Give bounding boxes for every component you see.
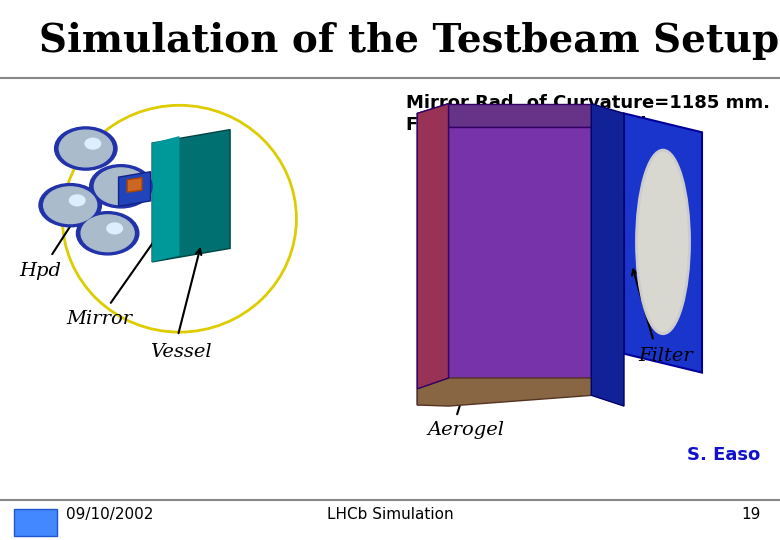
- Circle shape: [81, 215, 134, 252]
- Text: Vessel: Vessel: [150, 343, 211, 361]
- Circle shape: [44, 187, 97, 224]
- Text: Mirror: Mirror: [66, 310, 133, 328]
- Ellipse shape: [636, 150, 690, 334]
- Text: Mirror Rad. of Curvature=1185 mm.: Mirror Rad. of Curvature=1185 mm.: [406, 94, 770, 112]
- Circle shape: [55, 127, 117, 170]
- Circle shape: [59, 130, 112, 167]
- FancyBboxPatch shape: [14, 509, 57, 536]
- Polygon shape: [448, 104, 593, 127]
- Text: Simulation of the Testbeam Setup.: Simulation of the Testbeam Setup.: [39, 22, 780, 59]
- Text: 19: 19: [741, 507, 760, 522]
- Text: Filter: Filter: [638, 347, 693, 364]
- Circle shape: [85, 138, 101, 149]
- Polygon shape: [417, 104, 448, 405]
- Polygon shape: [448, 127, 593, 378]
- Circle shape: [107, 223, 122, 234]
- Circle shape: [39, 184, 101, 227]
- Circle shape: [94, 168, 147, 205]
- Text: Aerogel: Aerogel: [427, 421, 505, 439]
- Text: S. Easo: S. Easo: [687, 446, 760, 463]
- Polygon shape: [624, 113, 702, 373]
- Circle shape: [90, 165, 152, 208]
- Polygon shape: [152, 130, 230, 262]
- Text: 09/10/2002: 09/10/2002: [66, 507, 154, 522]
- Polygon shape: [127, 178, 142, 192]
- Polygon shape: [417, 378, 593, 406]
- Text: Hpd: Hpd: [20, 262, 62, 280]
- Circle shape: [120, 176, 136, 187]
- Polygon shape: [119, 172, 151, 206]
- Polygon shape: [152, 136, 179, 262]
- Text: LHCb Simulation: LHCb Simulation: [327, 507, 453, 522]
- Text: Four Pad Hpds are used.: Four Pad Hpds are used.: [406, 116, 653, 134]
- Circle shape: [69, 195, 85, 206]
- Text: LHCb: LHCb: [22, 508, 48, 517]
- Polygon shape: [417, 104, 448, 389]
- Polygon shape: [591, 104, 624, 406]
- Circle shape: [76, 212, 139, 255]
